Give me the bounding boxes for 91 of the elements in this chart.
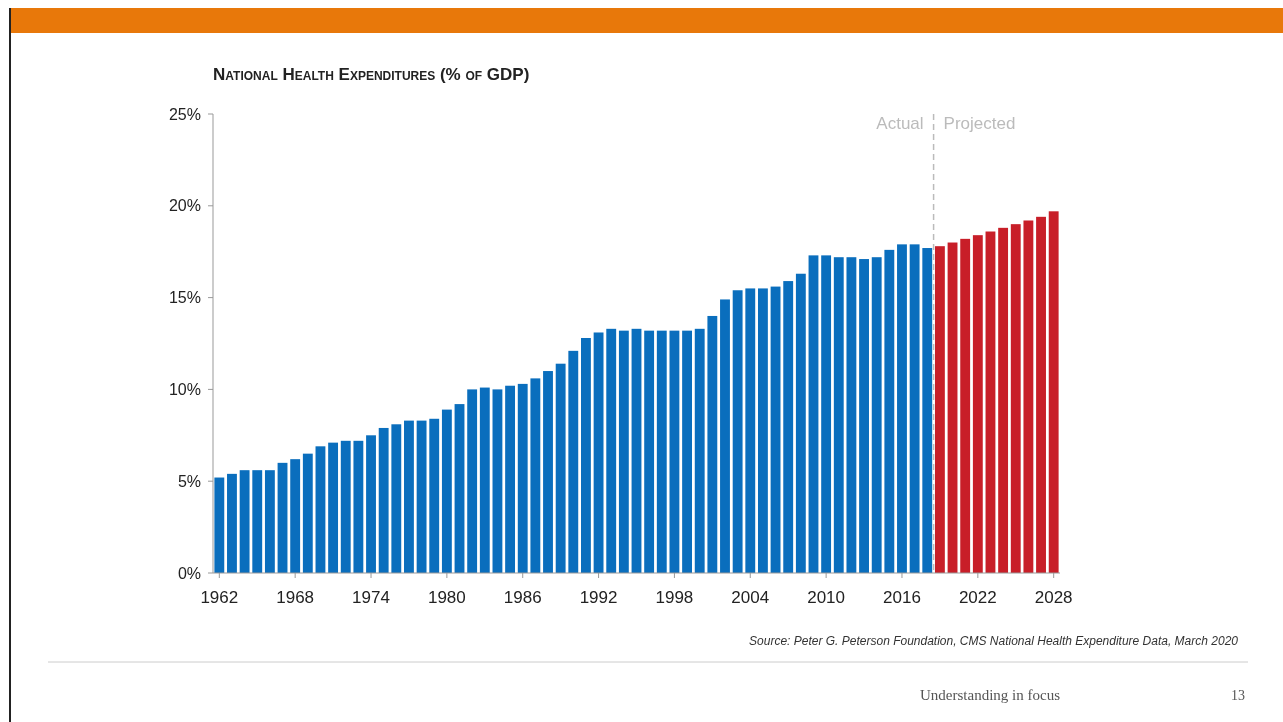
bar: [631, 328, 642, 573]
x-tick-label: 1974: [352, 588, 390, 607]
x-tick-label: 1986: [503, 588, 542, 607]
bar: [239, 470, 250, 573]
bar: [669, 330, 680, 573]
bar: [530, 378, 541, 573]
y-tick-label: 0%: [177, 564, 201, 582]
bar: [833, 257, 844, 573]
annotation: Projected: [943, 114, 1016, 133]
x-tick-label: 1998: [655, 588, 694, 607]
bar: [340, 440, 351, 573]
bar: [543, 371, 553, 573]
bar: [290, 459, 301, 573]
chart-title: National Health Expenditures (% of GDP): [213, 65, 530, 84]
bar: [783, 281, 794, 573]
bar: [1048, 211, 1059, 573]
bar: [366, 435, 376, 573]
bar: [808, 255, 819, 573]
bar: [998, 227, 1009, 573]
bar: [378, 427, 389, 573]
bar: [871, 257, 882, 573]
bar: [568, 350, 579, 573]
bar: [934, 246, 945, 573]
bar: [416, 420, 427, 573]
bar: [517, 383, 528, 573]
bar: [694, 328, 705, 573]
bar: [745, 288, 756, 573]
bar: [972, 235, 983, 573]
bar: [682, 330, 692, 573]
y-tick-label: 15%: [168, 289, 201, 307]
x-tick-label: 2022: [958, 588, 997, 607]
bar: [1023, 220, 1034, 573]
bar: [252, 470, 263, 573]
bar: [606, 328, 617, 573]
bar: [302, 453, 313, 573]
x-tick-label: 1980: [427, 588, 466, 607]
bar: [909, 244, 920, 573]
bar: [264, 470, 275, 573]
x-tick-label: 2004: [731, 588, 770, 607]
annotation: Actual: [876, 114, 924, 133]
bar: [315, 446, 326, 573]
x-tick-label: 1992: [579, 588, 618, 607]
y-tick-label: 10%: [168, 381, 201, 398]
bar: [947, 242, 958, 573]
bar: [467, 389, 478, 573]
source-note: Source: Peter G. Peterson Foundation, CMS National Health Expenditure Data, March 2020: [749, 634, 1239, 648]
text: 13: [1231, 688, 1245, 703]
bar: [960, 238, 971, 573]
bar: [732, 290, 743, 573]
bar: [884, 249, 895, 573]
bar: [985, 231, 996, 573]
bar: [441, 409, 452, 573]
bar: [353, 440, 364, 573]
bar: [328, 442, 339, 573]
y-tick-label: 20%: [168, 197, 201, 215]
bar: [757, 288, 768, 573]
bar: [479, 387, 490, 573]
bar: [922, 248, 933, 573]
bar: [593, 332, 604, 573]
y-tick-label: 5%: [177, 472, 201, 490]
x-tick-label: 2016: [883, 588, 921, 607]
bar: [555, 363, 566, 573]
bar: [214, 477, 225, 573]
bar: [277, 462, 288, 573]
bar: [429, 418, 440, 573]
bar: [1010, 224, 1021, 573]
bar: [795, 273, 806, 573]
text: Understanding in focus: [920, 687, 1061, 703]
bar: [859, 259, 869, 573]
bar: [454, 404, 465, 573]
x-tick-label: 2010: [807, 588, 846, 607]
bar: [707, 315, 718, 573]
x-tick-label: 1968: [276, 588, 315, 607]
bar: [391, 424, 402, 573]
bar: [227, 473, 237, 573]
bar: [821, 255, 832, 573]
bar: [644, 330, 655, 573]
bar: [846, 257, 857, 573]
bar: [581, 337, 591, 573]
bar: [492, 389, 503, 573]
bar: [404, 420, 414, 573]
x-tick-label: 1962: [200, 588, 239, 607]
bar: [720, 299, 730, 573]
bar: [897, 244, 907, 573]
bar: [618, 330, 629, 573]
bar: [656, 330, 667, 573]
x-tick-label: 2028: [1034, 588, 1073, 607]
bar: [505, 385, 516, 573]
bar: [1036, 216, 1046, 573]
y-tick-label: 25%: [168, 105, 201, 123]
bar: [770, 286, 781, 573]
